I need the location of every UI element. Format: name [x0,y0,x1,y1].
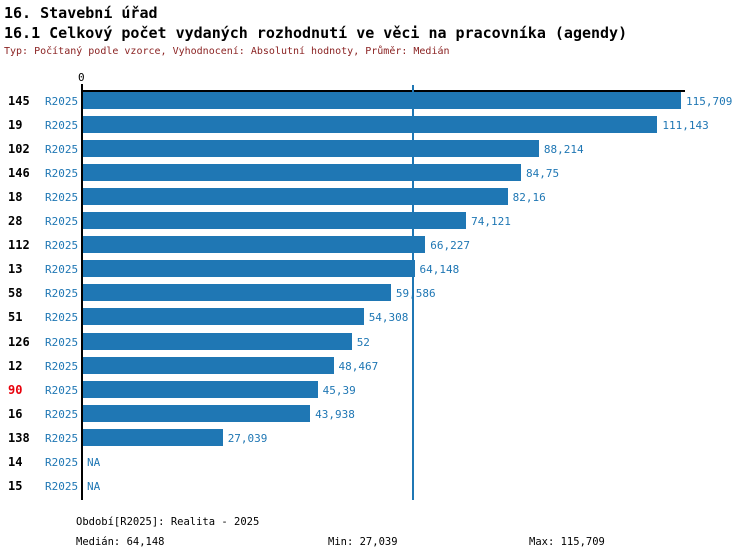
row-id-label: 138 [8,430,30,445]
x-axis-top-line [81,90,685,92]
row-period-label: R2025 [45,191,79,205]
bar [83,116,658,134]
bar [83,164,521,182]
bar [83,236,426,254]
value-label: 82,16 [512,191,546,205]
row-period-label: R2025 [45,383,79,397]
row-period-label: R2025 [45,455,79,469]
value-label: 84,75 [526,167,560,181]
bar [83,92,681,109]
median-reference-line [412,85,414,500]
bar [83,380,318,398]
value-label: 43,938 [315,407,355,421]
row-id-label: 13 [8,262,23,277]
period-legend: Období[R2025]: Realita - 2025 [76,516,260,528]
row-period-label: R2025 [45,335,79,349]
report-title: 16. Stavební úřad [4,4,158,22]
row-id-label: 16 [8,406,23,421]
row-id-label: 15 [8,478,23,493]
row-period-label: R2025 [45,479,79,493]
value-label: 88,214 [543,143,584,157]
row-id-label: 90 [8,382,23,397]
row-id-label: 28 [8,214,23,229]
x-axis-zero-tick-label: 0 [78,71,85,84]
bar [83,140,539,158]
bar [83,356,334,374]
row-id-label: 58 [8,286,23,301]
bar [83,428,223,446]
row-period-label: R2025 [45,143,79,157]
row-period-label: R2025 [45,215,79,229]
y-axis-line [81,84,83,500]
bar [83,260,415,278]
na-label: NA [87,479,101,493]
bar [83,308,364,326]
row-id-label: 14 [8,454,23,469]
value-label: 64,148 [419,263,460,277]
row-period-label: R2025 [45,407,79,421]
bar [83,212,467,230]
row-id-label: 19 [8,118,23,133]
bar [83,404,311,422]
value-label: 52 [356,335,370,349]
bar [83,332,352,350]
value-label: 48,467 [338,359,379,373]
row-period-label: R2025 [45,431,79,445]
row-id-label: 112 [8,238,30,253]
row-id-label: 126 [8,334,30,349]
row-id-label: 18 [8,190,23,205]
value-label: 74,121 [471,215,511,229]
median-stat: Medián: 64,148 [76,536,165,548]
row-id-label: 146 [8,166,30,181]
row-period-label: R2025 [45,239,79,253]
row-id-label: 145 [8,94,30,108]
row-period-label: R2025 [45,119,79,133]
chart-meta-line: Typ: Počítaný podle vzorce, Vyhodnocení:… [4,46,450,57]
value-label: 111,143 [662,119,709,133]
value-label: 115,709 [686,95,733,108]
row-id-label: 12 [8,358,23,373]
row-id-label: 102 [8,142,30,157]
row-period-label: R2025 [45,95,79,108]
value-label: 27,039 [227,431,268,445]
row-period-label: R2025 [45,263,79,277]
chart-title: 16.1 Celkový počet vydaných rozhodnutí v… [4,24,628,42]
value-label: 59,586 [395,287,436,301]
row-id-label: 51 [8,310,23,325]
row-period-label: R2025 [45,359,79,373]
na-label: NA [87,455,101,469]
row-period-label: R2025 [45,167,79,181]
value-label: 45,39 [322,383,356,397]
max-stat: Max: 115,709 [529,536,605,548]
value-label: 54,308 [368,311,409,325]
row-period-label: R2025 [45,311,79,325]
value-label: 66,227 [430,239,471,253]
bar [83,188,508,206]
bar [83,284,391,302]
min-stat: Min: 27,039 [328,536,398,548]
row-period-label: R2025 [45,287,79,301]
